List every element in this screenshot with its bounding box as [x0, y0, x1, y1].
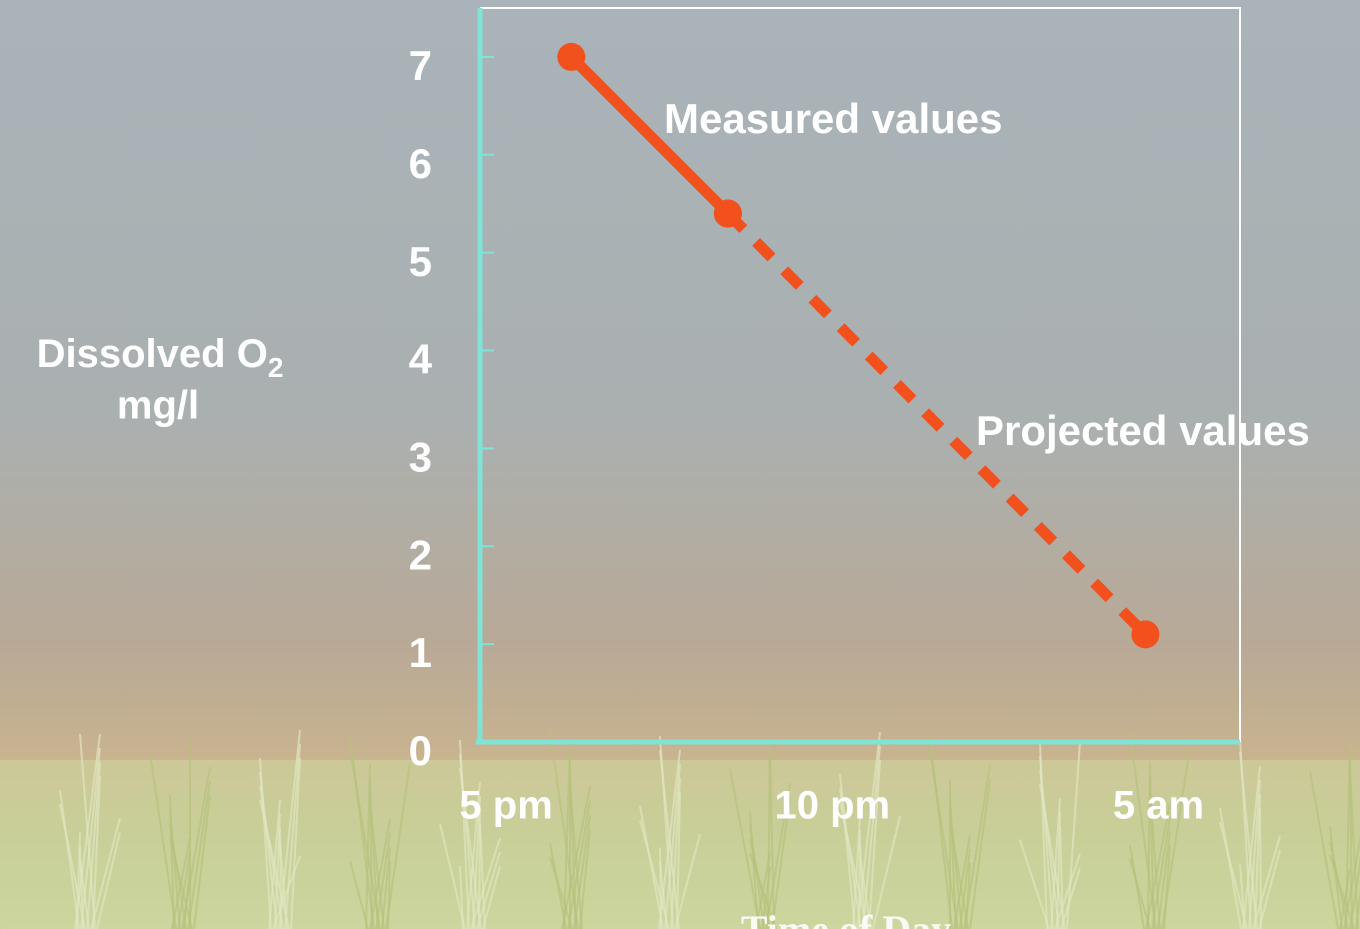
y-label-text: Dissolved O [37, 332, 268, 376]
x-tick-label: 5 pm [459, 784, 552, 828]
y-tick-label: 4 [409, 336, 433, 383]
chart: 012345675 pm10 pm5 amDissolved O2mg/lTim… [0, 0, 1360, 929]
y-label-subscript: 2 [268, 352, 284, 383]
y-tick-label: 6 [409, 140, 432, 187]
data-point [714, 200, 742, 228]
x-axis-label: Time of Day [741, 907, 951, 929]
y-tick-label: 2 [409, 531, 432, 578]
y-tick-label: 5 [409, 238, 432, 285]
y-tick-label: 0 [409, 727, 432, 774]
grass-blade [1260, 808, 1261, 929]
data-point [1131, 620, 1159, 648]
page: 012345675 pm10 pm5 amDissolved O2mg/lTim… [0, 0, 1360, 929]
x-tick-label: 10 pm [774, 784, 890, 828]
y-axis-unit: mg/l [117, 384, 199, 428]
series-label: Measured values [664, 95, 1003, 142]
y-tick-label: 7 [409, 42, 432, 89]
y-tick-label: 3 [409, 433, 432, 480]
x-tick-label: 5 am [1113, 784, 1204, 828]
series-label: Projected values [976, 407, 1310, 454]
data-point [557, 43, 585, 71]
y-tick-label: 1 [409, 629, 432, 676]
